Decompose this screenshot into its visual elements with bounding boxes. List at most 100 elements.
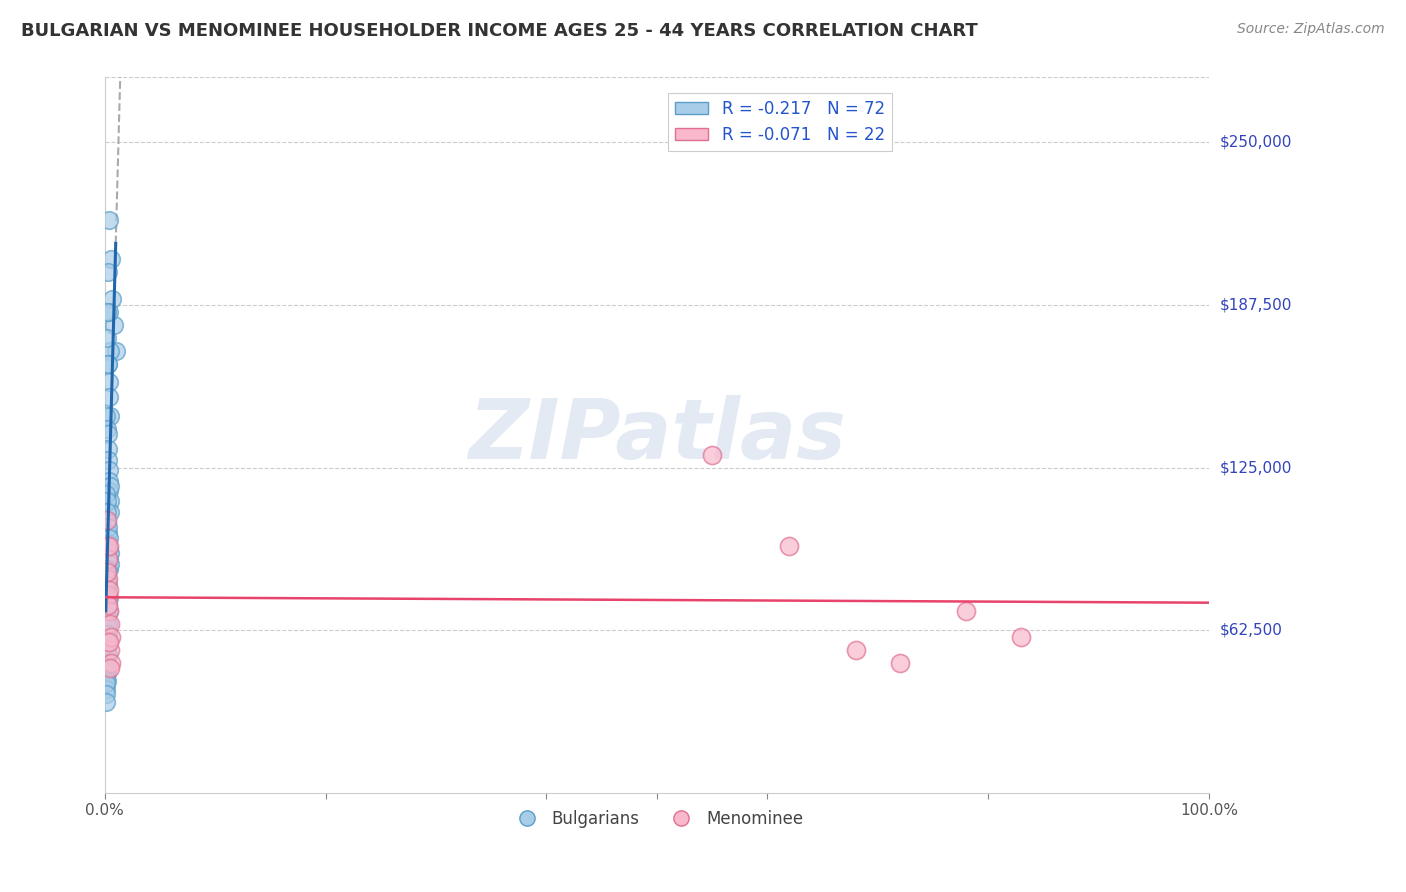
Point [97,588,120,602]
Point [97,452,120,467]
Point [100,656,122,670]
Point [97,525,120,540]
Point [98,494,121,508]
Text: $187,500: $187,500 [1220,298,1292,312]
Point [97,265,120,279]
Point [98,463,121,477]
Point [97,357,120,371]
Point [98,604,121,618]
Point [94,486,117,500]
Point [96,515,118,529]
Point [104,343,127,358]
Point [98,483,121,498]
Point [98,505,121,519]
Legend: Bulgarians, Menominee: Bulgarians, Menominee [503,803,810,834]
Point [97,573,120,587]
Point [98,635,121,649]
Point [97,599,120,613]
Point [94,695,117,709]
Point [96,304,118,318]
Point [96,608,118,623]
Point [98,390,121,404]
Point [97,648,120,662]
Point [97,357,120,371]
Point [96,539,118,553]
Point [100,252,122,267]
Point [98,591,121,605]
Point [98,562,121,576]
Point [94,642,117,657]
Point [97,616,120,631]
Point [97,551,120,566]
Point [96,421,118,435]
Point [98,304,121,318]
Point [98,375,121,389]
Point [94,661,117,675]
Point [98,213,121,227]
Point [96,656,118,670]
Point [101,292,124,306]
Point [97,442,120,457]
Point [96,619,118,633]
Point [96,330,118,344]
Text: $250,000: $250,000 [1220,135,1292,150]
Point [94,567,117,582]
Point [94,687,117,701]
Point [98,661,121,675]
Point [845,642,868,657]
Point [97,577,120,591]
Text: $125,000: $125,000 [1220,460,1292,475]
Point [94,681,117,696]
Text: $62,500: $62,500 [1220,623,1284,638]
Point [97,599,120,613]
Point [96,635,118,649]
Point [96,494,118,508]
Point [98,541,121,556]
Point [955,604,977,618]
Point [96,630,118,644]
Point [96,582,118,597]
Point [98,343,121,358]
Point [97,627,120,641]
Point [96,656,118,670]
Text: BULGARIAN VS MENOMINEE HOUSEHOLDER INCOME AGES 25 - 44 YEARS CORRELATION CHART: BULGARIAN VS MENOMINEE HOUSEHOLDER INCOM… [21,22,977,40]
Point [96,645,118,659]
Point [97,426,120,441]
Point [98,546,121,560]
Point [778,539,800,553]
Point [1010,630,1032,644]
Point [94,671,117,685]
Point [98,582,121,597]
Point [98,616,121,631]
Point [96,664,118,678]
Point [94,676,117,690]
Point [96,512,118,526]
Point [94,409,117,423]
Point [103,318,125,332]
Point [889,656,911,670]
Point [97,536,120,550]
Point [100,630,122,644]
Point [94,608,117,623]
Point [98,642,121,657]
Point [96,562,118,576]
Point [98,474,121,488]
Point [96,673,118,688]
Text: ZIPatlas: ZIPatlas [468,394,846,475]
Point [98,409,121,423]
Point [98,557,121,571]
Point [98,604,121,618]
Point [98,539,121,553]
Point [96,573,118,587]
Point [96,565,118,579]
Point [97,637,120,651]
Point [98,551,121,566]
Point [96,666,118,681]
Point [98,479,121,493]
Point [98,531,121,545]
Point [97,588,120,602]
Point [97,520,120,534]
Point [700,448,723,462]
Point [96,599,118,613]
Text: Source: ZipAtlas.com: Source: ZipAtlas.com [1237,22,1385,37]
